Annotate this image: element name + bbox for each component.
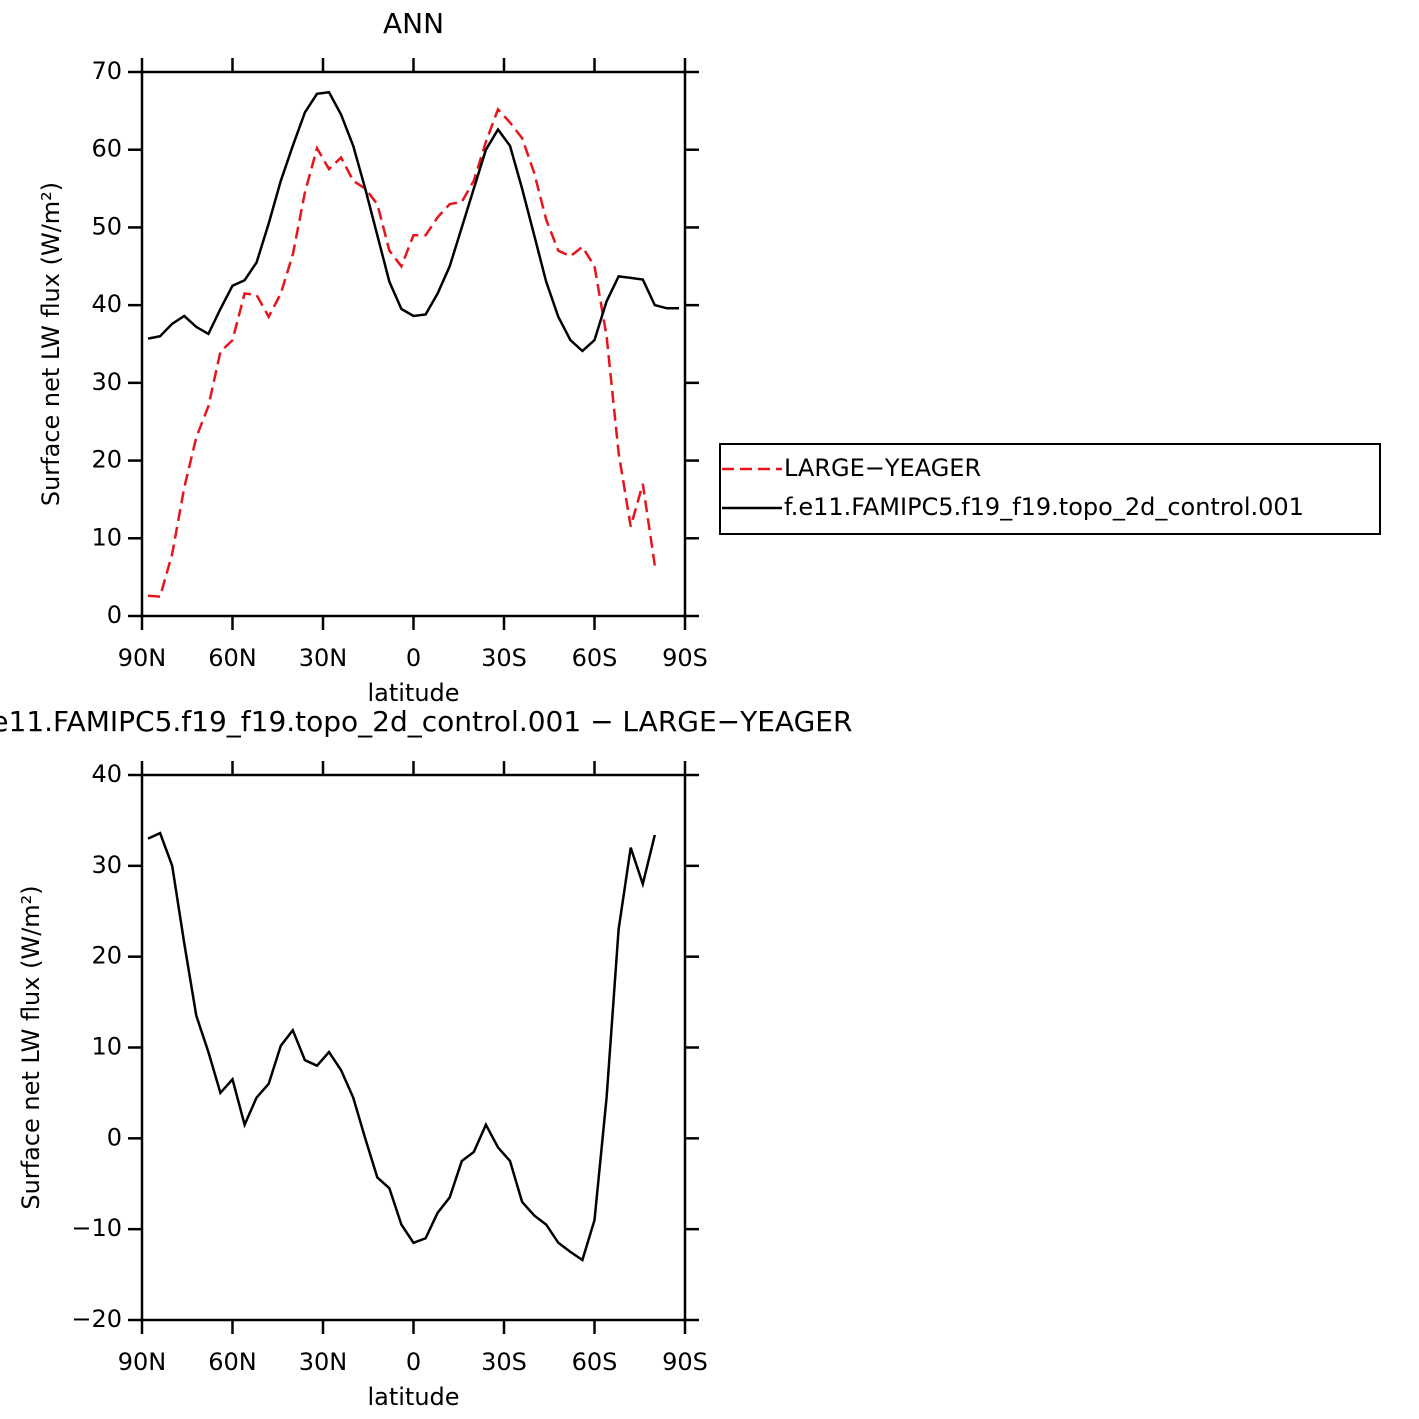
y-tick-label: 40 bbox=[91, 760, 122, 788]
chart-title: f.e11.FAMIPC5.f19_f19.topo_2d_control.00… bbox=[0, 705, 852, 738]
y-tick-label: 40 bbox=[91, 290, 122, 318]
x-axis-label: latitude bbox=[367, 679, 459, 707]
x-tick-label: 60S bbox=[572, 1348, 618, 1376]
data-line bbox=[147, 90, 679, 353]
x-tick-label: 90S bbox=[662, 1348, 708, 1376]
x-tick-label: 60N bbox=[208, 1348, 257, 1376]
y-tick-label: 20 bbox=[91, 446, 122, 474]
x-tick-label: 30S bbox=[481, 644, 527, 672]
y-axis-label: Surface net LW flux (W/m²) bbox=[17, 885, 45, 1209]
legend-label: f.e11.FAMIPC5.f19_f19.topo_2d_control.00… bbox=[784, 493, 1304, 521]
y-tick-label: 20 bbox=[91, 942, 122, 970]
x-tick-label: 30N bbox=[299, 644, 348, 672]
x-tick-label: 30S bbox=[481, 1348, 527, 1376]
y-tick-label: 10 bbox=[91, 523, 122, 551]
x-tick-label: 60N bbox=[208, 644, 257, 672]
data-line bbox=[147, 106, 657, 598]
y-tick-label: 0 bbox=[107, 601, 122, 629]
y-axis-label: Surface net LW flux (W/m²) bbox=[37, 182, 65, 506]
y-tick-label: 60 bbox=[91, 135, 122, 163]
data-line bbox=[147, 831, 657, 1262]
y-tick-label: 50 bbox=[91, 212, 122, 240]
legend-box bbox=[719, 443, 1381, 535]
y-tick-label: 30 bbox=[91, 368, 122, 396]
chart-title: ANN bbox=[383, 7, 444, 40]
plot-frame bbox=[140, 70, 687, 618]
plot-frame bbox=[140, 773, 687, 1322]
y-tick-label: −20 bbox=[71, 1305, 122, 1333]
x-tick-label: 90N bbox=[118, 1348, 167, 1376]
y-tick-label: 30 bbox=[91, 851, 122, 879]
x-axis-label: latitude bbox=[367, 1383, 459, 1411]
x-tick-label: 90N bbox=[118, 644, 167, 672]
y-tick-label: 10 bbox=[91, 1033, 122, 1061]
x-tick-label: 90S bbox=[662, 644, 708, 672]
y-tick-label: 70 bbox=[91, 57, 122, 85]
legend-label: LARGE−YEAGER bbox=[784, 454, 981, 482]
x-tick-label: 0 bbox=[406, 644, 421, 672]
x-tick-label: 30N bbox=[299, 1348, 348, 1376]
x-tick-label: 60S bbox=[572, 644, 618, 672]
y-tick-label: 0 bbox=[107, 1123, 122, 1151]
x-tick-label: 0 bbox=[406, 1348, 421, 1376]
y-tick-label: −10 bbox=[71, 1214, 122, 1242]
